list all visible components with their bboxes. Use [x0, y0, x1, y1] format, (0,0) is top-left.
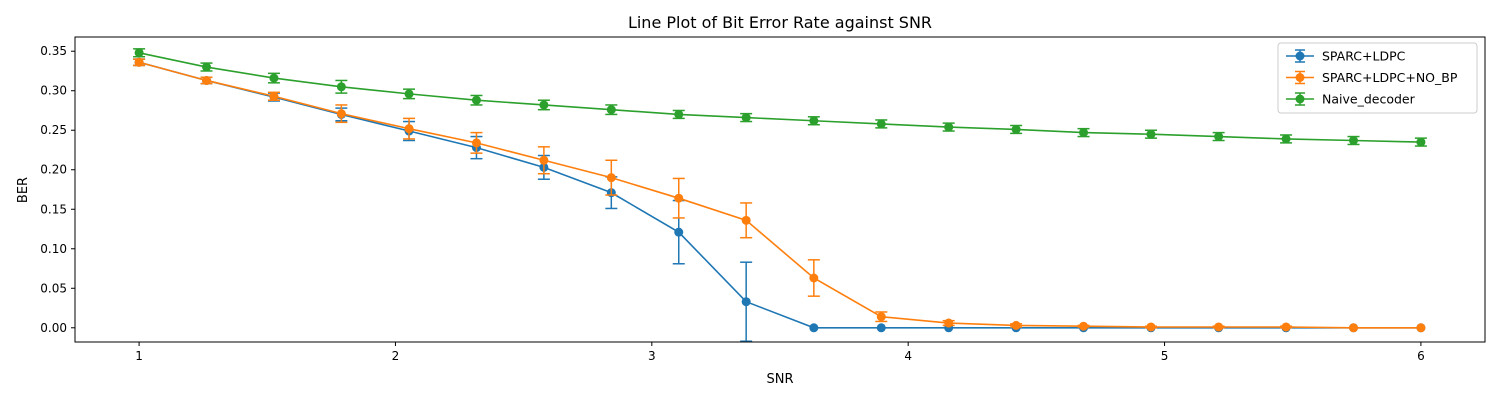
legend-marker: [1295, 94, 1305, 104]
y-tick-label: 0.00: [40, 321, 67, 335]
data-point: [404, 124, 414, 134]
legend-marker: [1295, 51, 1305, 61]
x-tick-label: 6: [1417, 349, 1425, 363]
data-point: [1416, 323, 1426, 333]
data-point: [471, 95, 481, 105]
data-point: [674, 227, 684, 237]
data-point: [336, 109, 346, 119]
data-point: [134, 57, 144, 67]
data-point: [1011, 124, 1021, 134]
x-tick-label: 4: [904, 349, 912, 363]
y-tick-label: 0.25: [40, 123, 67, 137]
x-axis-ticks: 1 2 3 4 5 6: [135, 342, 1425, 363]
data-point: [336, 82, 346, 92]
data-point: [539, 100, 549, 110]
data-point: [809, 116, 819, 126]
series-line: [138, 61, 1421, 329]
data-point: [606, 105, 616, 115]
series-1: [133, 57, 1426, 333]
axes-frame: [74, 36, 1486, 343]
y-axis-label: BER: [16, 177, 31, 203]
data-point: [674, 109, 684, 119]
data-point: [404, 89, 414, 99]
data-point: [944, 122, 954, 132]
data-point: [809, 323, 819, 333]
data-point: [1146, 129, 1156, 139]
data-point: [1416, 137, 1426, 147]
y-tick-label: 0.10: [40, 242, 67, 256]
data-point: [471, 138, 481, 148]
legend-label: Naive_decoder: [1322, 92, 1416, 107]
data-point: [539, 155, 549, 165]
data-point: [1281, 322, 1291, 332]
legend-marker: [1295, 73, 1305, 82]
x-axis-label: SNR: [766, 372, 793, 387]
data-point: [134, 48, 144, 58]
data-point: [269, 73, 279, 83]
series-layer: [133, 48, 1427, 342]
data-point: [202, 75, 212, 85]
data-point: [809, 273, 819, 283]
data-point: [876, 119, 886, 129]
data-point: [202, 62, 212, 72]
series-line: [138, 52, 1421, 143]
data-point: [1348, 323, 1358, 333]
data-point: [1281, 134, 1291, 144]
series-2: [133, 48, 1427, 147]
y-tick-label: 0.15: [40, 202, 67, 216]
data-point: [741, 297, 751, 307]
data-point: [1214, 132, 1224, 142]
data-point: [674, 193, 684, 203]
data-point: [1079, 321, 1089, 331]
data-point: [1214, 322, 1224, 332]
x-tick-label: 1: [135, 349, 143, 363]
data-point: [1011, 320, 1021, 330]
data-point: [944, 318, 954, 328]
data-point: [876, 312, 886, 322]
legend-box: [1277, 42, 1478, 114]
legend: SPARC+LDPC SPARC+LDPC+NO_BP Naive_decoder: [1277, 42, 1478, 114]
data-point: [1079, 128, 1089, 138]
data-point: [741, 113, 751, 123]
y-tick-label: 0.05: [40, 281, 67, 295]
data-point: [876, 323, 886, 333]
legend-label: SPARC+LDPC+NO_BP: [1322, 70, 1458, 85]
legend-label: SPARC+LDPC: [1322, 49, 1406, 64]
y-tick-label: 0.30: [40, 84, 67, 98]
y-tick-label: 0.35: [40, 44, 67, 58]
x-tick-label: 2: [392, 349, 400, 363]
x-tick-label: 5: [1161, 349, 1169, 363]
data-point: [1348, 136, 1358, 146]
data-point: [606, 173, 616, 183]
chart-title: Line Plot of Bit Error Rate against SNR: [628, 13, 932, 32]
data-point: [1146, 322, 1156, 332]
y-axis-ticks: 0.00 0.05 0.10 0.15 0.20 0.25 0.30 0.35: [40, 44, 75, 335]
y-tick-label: 0.20: [40, 163, 67, 177]
x-tick-label: 3: [648, 349, 656, 363]
data-point: [269, 91, 279, 101]
data-point: [741, 215, 751, 225]
